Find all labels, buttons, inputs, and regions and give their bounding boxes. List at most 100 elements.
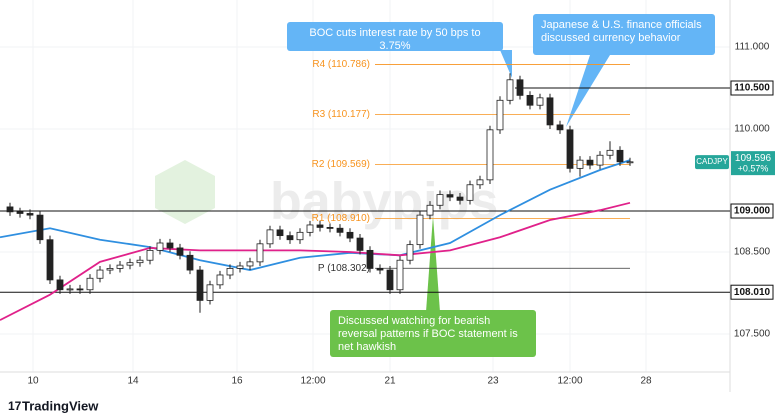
candle-body xyxy=(616,149,624,163)
candle-body xyxy=(396,259,404,291)
candle-body xyxy=(66,288,74,291)
price-label: 109.596 xyxy=(735,153,772,164)
candle-body xyxy=(306,224,314,233)
candle-body xyxy=(56,279,64,291)
candle-body xyxy=(256,243,264,263)
watermark: babypips xyxy=(270,173,498,231)
candle-body xyxy=(566,129,574,169)
candle-body xyxy=(606,149,614,156)
candle-body xyxy=(196,269,204,301)
footer-logo: 17 xyxy=(8,399,22,413)
pivot-label: R3 (110.177) xyxy=(312,109,370,120)
symbol-label: CADJPY xyxy=(696,157,728,166)
candle-body xyxy=(76,288,84,291)
candle-body xyxy=(446,194,454,198)
candle-body xyxy=(536,97,544,106)
level-tag xyxy=(730,80,774,96)
x-tick-label: 28 xyxy=(640,376,652,387)
candle-body xyxy=(136,259,144,264)
symbol-tag xyxy=(695,155,729,170)
candle-body xyxy=(96,269,104,279)
level-tag xyxy=(730,203,774,219)
moving-average xyxy=(0,159,631,271)
candle-body xyxy=(346,231,354,239)
candle-body xyxy=(516,79,524,96)
footer: TradingView xyxy=(22,398,99,413)
candle-body xyxy=(216,274,224,286)
candle-body xyxy=(176,247,184,256)
callout-pointer xyxy=(426,216,440,312)
annotation: Discussed watching for bearish reversal … xyxy=(330,310,536,357)
candle-body xyxy=(556,124,564,131)
candle-body xyxy=(486,129,494,181)
candle-body xyxy=(576,159,584,169)
y-tick-label: 108.500 xyxy=(734,247,771,258)
pivot-label: R2 (109.569) xyxy=(312,159,370,170)
candle-body xyxy=(466,184,474,201)
y-tick-label: 107.500 xyxy=(734,329,771,340)
candle-body xyxy=(156,242,164,251)
candle-body xyxy=(126,262,134,266)
candle-body xyxy=(506,79,514,101)
callout-pointer xyxy=(500,50,512,78)
candle-body xyxy=(356,237,364,251)
candle-body xyxy=(26,213,34,216)
x-tick-label: 16 xyxy=(231,376,243,387)
callout-pointer xyxy=(566,55,610,127)
candle-body xyxy=(546,97,554,126)
pivot-label: R4 (110.786) xyxy=(312,59,370,70)
candle-body xyxy=(296,231,304,241)
candle-body xyxy=(366,249,374,269)
watermark-logo xyxy=(155,160,215,224)
y-tick-label: 111.000 xyxy=(735,42,770,53)
candle-body xyxy=(336,227,344,233)
price-tag xyxy=(731,151,775,176)
candle-body xyxy=(166,242,174,249)
candle-body xyxy=(496,99,504,131)
x-tick-label: 12:00 xyxy=(557,376,582,387)
candle-body xyxy=(286,235,294,241)
candle-body xyxy=(146,249,154,261)
candle-body xyxy=(626,161,634,164)
annotation: Japanese & U.S. finance officials discus… xyxy=(533,14,715,55)
candle-body xyxy=(456,196,464,201)
candle-body xyxy=(116,264,124,269)
candle-body xyxy=(106,268,114,271)
candle-body xyxy=(316,224,324,228)
candle-body xyxy=(376,268,384,271)
candle-body xyxy=(436,194,444,206)
candle-body xyxy=(16,211,24,214)
pivot-label: P (108.302) xyxy=(318,263,370,274)
x-tick-label: 10 xyxy=(27,376,39,387)
x-tick-label: 23 xyxy=(487,376,499,387)
change-label: +0.57% xyxy=(738,164,769,174)
candle-body xyxy=(416,214,424,246)
candle-body xyxy=(246,261,254,267)
candle-body xyxy=(276,229,284,237)
candle-body xyxy=(206,284,214,301)
candle-body xyxy=(226,268,234,276)
candle-body xyxy=(266,229,274,245)
candle-body xyxy=(596,154,604,166)
candle-body xyxy=(236,265,244,269)
candle-body xyxy=(186,254,194,271)
pivot-label: R1 (108.910) xyxy=(312,213,370,224)
level-label: 110.500 xyxy=(734,83,770,94)
y-tick-label: 110.000 xyxy=(734,124,770,135)
candle-body xyxy=(526,94,534,106)
x-tick-label: 21 xyxy=(384,376,396,387)
annotation: BOC cuts interest rate by 50 bps to 3.75… xyxy=(287,22,503,52)
level-label: 108.010 xyxy=(734,287,771,298)
candle-body xyxy=(46,239,54,281)
x-tick-label: 12:00 xyxy=(300,376,325,387)
moving-average xyxy=(0,201,631,321)
candle-body xyxy=(326,227,334,229)
candle-body xyxy=(6,206,14,213)
candle-body xyxy=(386,269,394,291)
level-label: 109.000 xyxy=(734,206,771,217)
candle-body xyxy=(86,277,94,291)
candle-body xyxy=(426,204,434,216)
candle-body xyxy=(586,159,594,166)
